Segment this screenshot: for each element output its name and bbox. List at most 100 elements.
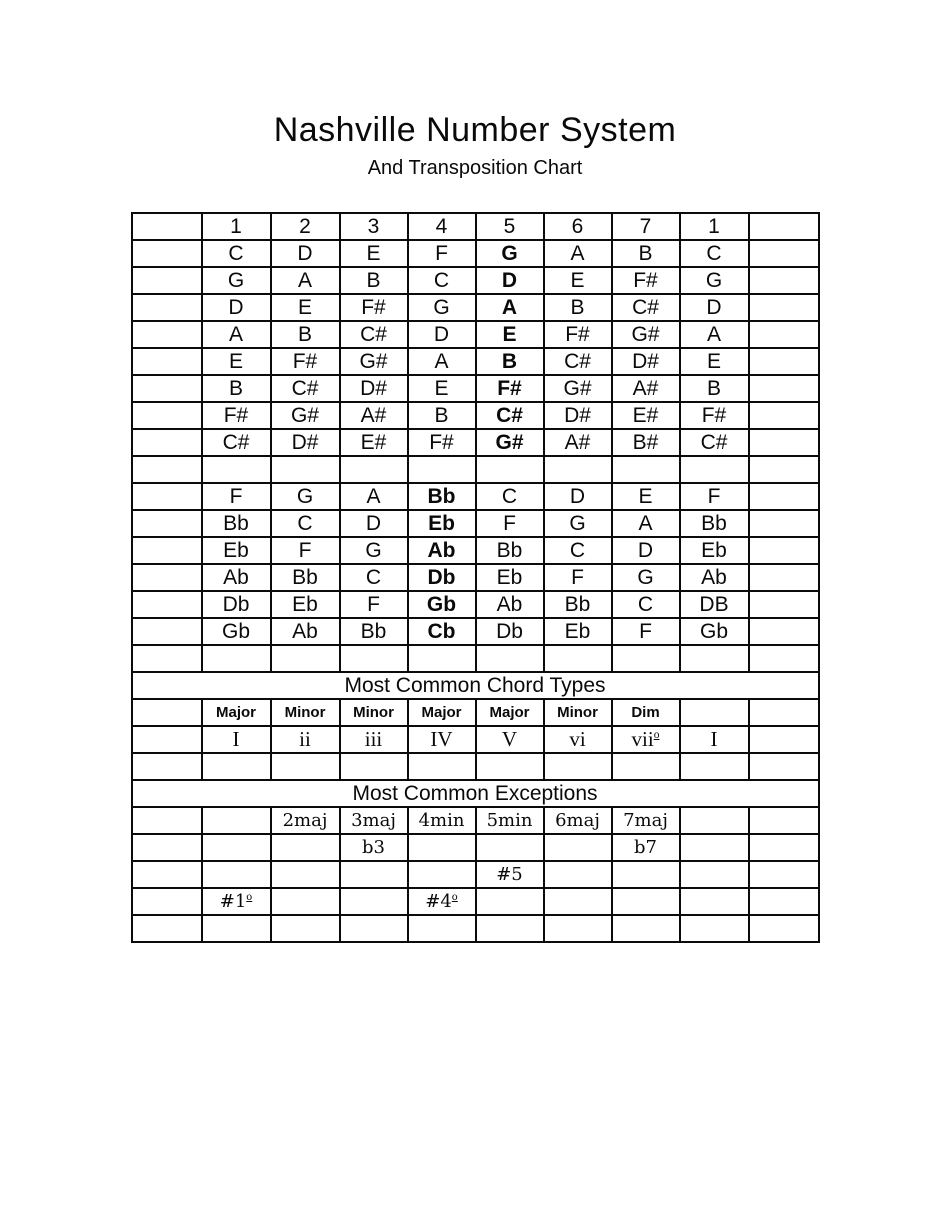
table-row: Most Common Chord Types <box>130 671 820 700</box>
table-row: #1o #4o <box>130 887 820 916</box>
empty-cell <box>474 752 545 781</box>
note-cell: Bb <box>269 563 341 592</box>
empty-cell <box>338 887 409 916</box>
note-cell: C# <box>200 428 272 457</box>
empty-cell <box>610 914 681 943</box>
ordinal-degree-mark: o <box>246 892 253 903</box>
num-cell: 5 <box>474 212 545 241</box>
empty-cell <box>474 833 545 862</box>
note-cell: Bb <box>200 509 272 538</box>
roman-cell: I <box>200 725 272 754</box>
empty-cell <box>747 833 820 862</box>
note-cell: C <box>200 239 272 268</box>
empty-cell <box>747 563 820 592</box>
empty-cell <box>747 860 820 889</box>
qual-cell: Major <box>474 698 545 727</box>
empty-cell <box>474 887 545 916</box>
roman-cell: V <box>474 725 545 754</box>
empty-cell <box>200 914 272 943</box>
empty-cell <box>130 509 203 538</box>
note-cell: B <box>474 347 545 376</box>
empty-cell <box>747 698 820 727</box>
empty-cell <box>406 914 477 943</box>
empty-cell <box>130 239 203 268</box>
empty-cell <box>678 833 750 862</box>
note-cell: F# <box>542 320 613 349</box>
note-cell: E <box>678 347 750 376</box>
note-cell: E# <box>610 401 681 430</box>
note-cell: F# <box>338 293 409 322</box>
note-cell: G <box>610 563 681 592</box>
empty-cell <box>269 914 341 943</box>
note-cell: F <box>338 590 409 619</box>
note-cell: Ab <box>678 563 750 592</box>
note-cell: Db <box>406 563 477 592</box>
empty-cell <box>406 860 477 889</box>
note-cell: Gb <box>200 617 272 646</box>
note-cell: C <box>338 563 409 592</box>
empty-cell <box>406 644 477 673</box>
empty-cell <box>269 644 341 673</box>
note-cell: E <box>542 266 613 295</box>
note-cell: B# <box>610 428 681 457</box>
note-cell: Eb <box>542 617 613 646</box>
note-cell: Ab <box>200 563 272 592</box>
note-cell: C# <box>542 347 613 376</box>
empty-cell <box>200 833 272 862</box>
empty-cell <box>474 644 545 673</box>
table-row: F# G# A# B C# D# E# F# <box>130 401 820 430</box>
note-cell: D <box>610 536 681 565</box>
empty-cell <box>406 455 477 484</box>
empty-cell <box>542 887 613 916</box>
exc-cell: 3maj <box>338 806 409 835</box>
note-cell: F# <box>678 401 750 430</box>
note-cell: A <box>610 509 681 538</box>
empty-cell <box>542 752 613 781</box>
chord-types-heading: Most Common Chord Types <box>130 671 820 700</box>
empty-cell <box>678 806 750 835</box>
exc-cell: 6maj <box>542 806 613 835</box>
note-cell: DB <box>678 590 750 619</box>
note-cell: A <box>200 320 272 349</box>
empty-cell <box>747 590 820 619</box>
note-cell: F <box>269 536 341 565</box>
note-cell: D <box>200 293 272 322</box>
note-cell: D <box>542 482 613 511</box>
empty-cell <box>747 725 820 754</box>
note-cell: D <box>269 239 341 268</box>
note-cell: Eb <box>406 509 477 538</box>
empty-cell <box>130 698 203 727</box>
empty-cell <box>678 914 750 943</box>
empty-cell <box>747 401 820 430</box>
qual-cell: Dim <box>610 698 681 727</box>
empty-cell <box>747 428 820 457</box>
note-cell: C <box>269 509 341 538</box>
empty-cell <box>338 644 409 673</box>
num-cell: 1 <box>200 212 272 241</box>
note-cell: Bb <box>406 482 477 511</box>
note-cell: A# <box>610 374 681 403</box>
empty-cell <box>678 887 750 916</box>
note-cell: Gb <box>406 590 477 619</box>
note-cell: Ab <box>269 617 341 646</box>
note-cell: A <box>338 482 409 511</box>
note-cell: D# <box>269 428 341 457</box>
note-cell: G <box>678 266 750 295</box>
note-cell: A <box>678 320 750 349</box>
note-cell: B <box>269 320 341 349</box>
table-row: b3 b7 <box>130 833 820 862</box>
empty-cell <box>200 644 272 673</box>
note-cell: E <box>269 293 341 322</box>
empty-cell <box>542 644 613 673</box>
note-cell: G# <box>610 320 681 349</box>
empty-cell <box>542 860 613 889</box>
empty-cell <box>747 347 820 376</box>
table-row: 2maj 3maj 4min 5min 6maj 7maj <box>130 806 820 835</box>
note-cell: F# <box>269 347 341 376</box>
note-cell: C# <box>474 401 545 430</box>
empty-cell <box>542 455 613 484</box>
note-cell: G# <box>474 428 545 457</box>
empty-cell <box>130 617 203 646</box>
empty-cell <box>130 374 203 403</box>
note-cell: A <box>269 266 341 295</box>
